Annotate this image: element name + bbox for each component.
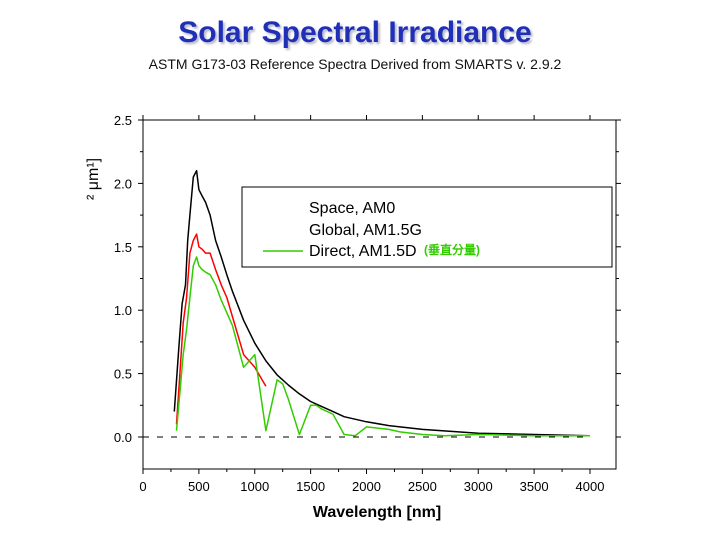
y-axis-label-fragment: ² μm¹] xyxy=(85,158,102,200)
x-tick-label: 1500 xyxy=(296,479,325,494)
series-line-space-am0 xyxy=(173,169,591,437)
axes-group: 0.0 0.5 1.0 1.5 2.0 2.5 0 500 1000 1500 2000 2500 30… xyxy=(114,113,621,494)
x-tick-label: 0 xyxy=(139,479,146,494)
x-tick-label: 2500 xyxy=(408,479,437,494)
x-tick-label: 3500 xyxy=(520,479,549,494)
x-tick-label: 4000 xyxy=(576,479,605,494)
legend-label-direct: Direct, AM1.5D xyxy=(309,243,417,260)
series-group xyxy=(173,169,591,437)
series-line-direct-am1-5d xyxy=(175,256,590,437)
legend: Space, AM0 Global, AM1.5G Direct, AM1.5D… xyxy=(241,186,613,268)
y-tick-label: 1.0 xyxy=(114,303,132,318)
legend-label-global: Global, AM1.5G xyxy=(309,222,422,239)
x-tick-label: 1000 xyxy=(240,479,269,494)
x-axis-label: Wavelength [nm] xyxy=(313,504,441,521)
y-tick-label: 2.0 xyxy=(114,176,132,191)
y-tick-label: 0.5 xyxy=(114,367,132,382)
legend-note-vertical-component: (垂直分量) xyxy=(424,242,480,257)
x-tick-label: 3000 xyxy=(464,479,493,494)
y-tick-label: 1.5 xyxy=(114,240,132,255)
chart-title: Solar Spectral Irradiance xyxy=(178,16,532,49)
plot-area xyxy=(142,119,617,470)
x-tick-label: 2000 xyxy=(352,479,381,494)
chart-subtitle: ASTM G173-03 Reference Spectra Derived f… xyxy=(148,56,562,72)
y-tick-label: 2.5 xyxy=(114,113,132,128)
y-tick-label: 0.0 xyxy=(114,430,132,445)
x-tick-label: 500 xyxy=(188,479,210,494)
legend-label-space: Space, AM0 xyxy=(309,200,395,217)
legend-box xyxy=(241,186,613,268)
plot-frame xyxy=(142,119,617,470)
series-line-global-am1-5g xyxy=(175,233,267,425)
